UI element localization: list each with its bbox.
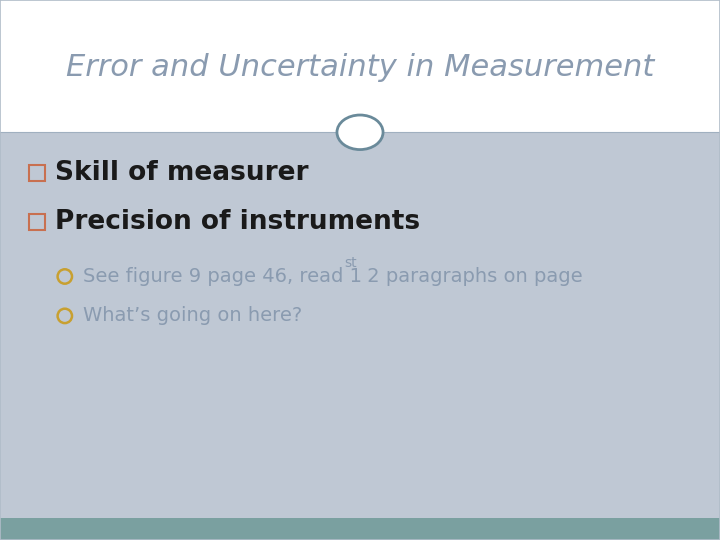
Text: What’s going on here?: What’s going on here? bbox=[83, 306, 302, 326]
FancyBboxPatch shape bbox=[0, 0, 720, 132]
Text: Error and Uncertainty in Measurement: Error and Uncertainty in Measurement bbox=[66, 53, 654, 82]
FancyBboxPatch shape bbox=[0, 132, 720, 518]
Circle shape bbox=[337, 115, 383, 150]
Text: Precision of instruments: Precision of instruments bbox=[55, 208, 420, 234]
Text: Skill of measurer: Skill of measurer bbox=[55, 160, 309, 186]
Text: 2 paragraphs on page: 2 paragraphs on page bbox=[361, 267, 583, 286]
Text: See figure 9 page 46, read 1: See figure 9 page 46, read 1 bbox=[83, 267, 362, 286]
FancyBboxPatch shape bbox=[0, 518, 720, 540]
Text: st: st bbox=[344, 256, 357, 270]
